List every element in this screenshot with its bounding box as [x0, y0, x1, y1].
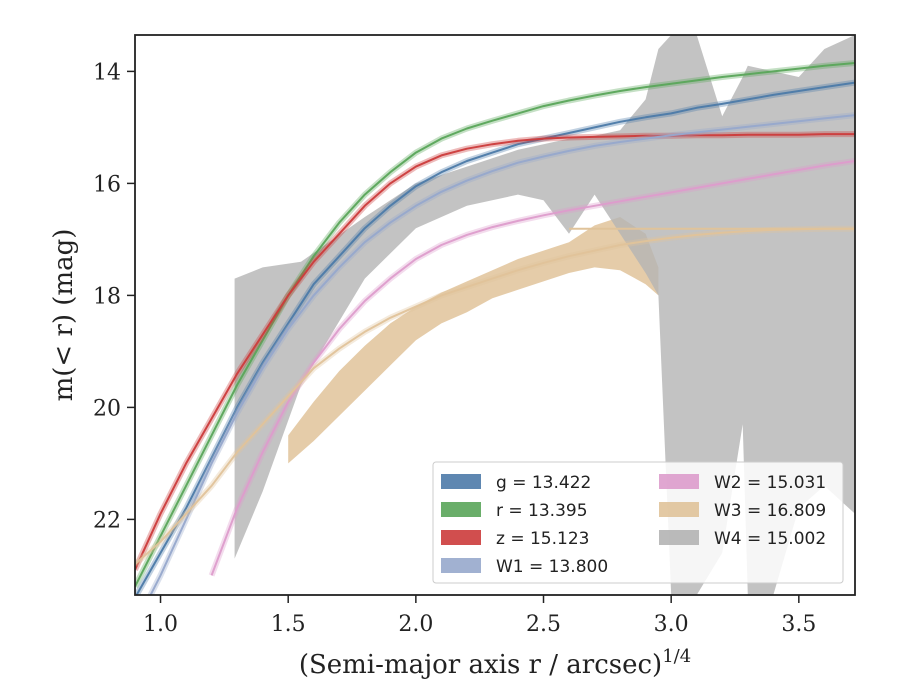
legend-swatch-W1 — [441, 558, 481, 573]
y-tick-label: 16 — [93, 172, 121, 197]
legend-swatch-W4 — [659, 530, 699, 545]
y-tick-label: 20 — [93, 396, 121, 421]
y-tick-label: 14 — [93, 60, 121, 85]
legend: g = 13.422 r = 13.395 z = 15.123 W1 = 13.80… — [432, 461, 844, 584]
x-tick-label: 1.5 — [271, 612, 306, 637]
legend-swatch-z — [441, 530, 481, 545]
legend-label-W1: W1 = 13.800 — [496, 557, 608, 577]
plot-frame — [134, 34, 856, 596]
legend-box — [432, 461, 844, 584]
band-0 — [288, 217, 659, 464]
plot-area — [135, 35, 855, 595]
legend-swatch-g — [441, 474, 481, 489]
y-tick-label: 22 — [93, 508, 121, 533]
x-tick-label: 2.5 — [526, 612, 561, 637]
legend-swatch-r — [441, 502, 481, 517]
y-tick-label: 18 — [93, 284, 121, 309]
legend-label-W4: W4 = 15.002 — [714, 529, 826, 549]
legend-label-g: g = 13.422 — [496, 473, 591, 493]
legend-label-W3: W3 = 16.809 — [714, 501, 826, 521]
legend-label-r: r = 13.395 — [496, 501, 588, 521]
series-line-W2 — [210, 160, 855, 576]
series-line-g — [135, 81, 855, 595]
legend-swatch-W2 — [659, 474, 699, 489]
y-axis: 14 16 18 20 22 — [93, 60, 135, 533]
legend-label-W2: W2 = 15.031 — [714, 473, 826, 493]
x-tick-label: 1.0 — [143, 612, 178, 637]
series-line-W3 — [135, 227, 855, 565]
legend-swatch-W3 — [659, 502, 699, 517]
series-line-z — [135, 133, 855, 571]
x-tick-label: 3.5 — [781, 612, 816, 637]
x-tick-label: 2.0 — [398, 612, 433, 637]
series-line-r — [135, 62, 855, 588]
x-tick-label: 3.0 — [654, 612, 689, 637]
x-axis: 1.0 1.5 2.0 2.5 3.0 3.5 — [143, 595, 816, 637]
x-axis-label: (Semi-major axis r / arcsec)1/4 — [299, 646, 691, 680]
legend-label-z: z = 15.123 — [496, 529, 589, 549]
series-line-W1 — [149, 114, 855, 595]
y-axis-label: m(< r) (mag) — [49, 229, 79, 402]
band-1 — [234, 35, 855, 595]
